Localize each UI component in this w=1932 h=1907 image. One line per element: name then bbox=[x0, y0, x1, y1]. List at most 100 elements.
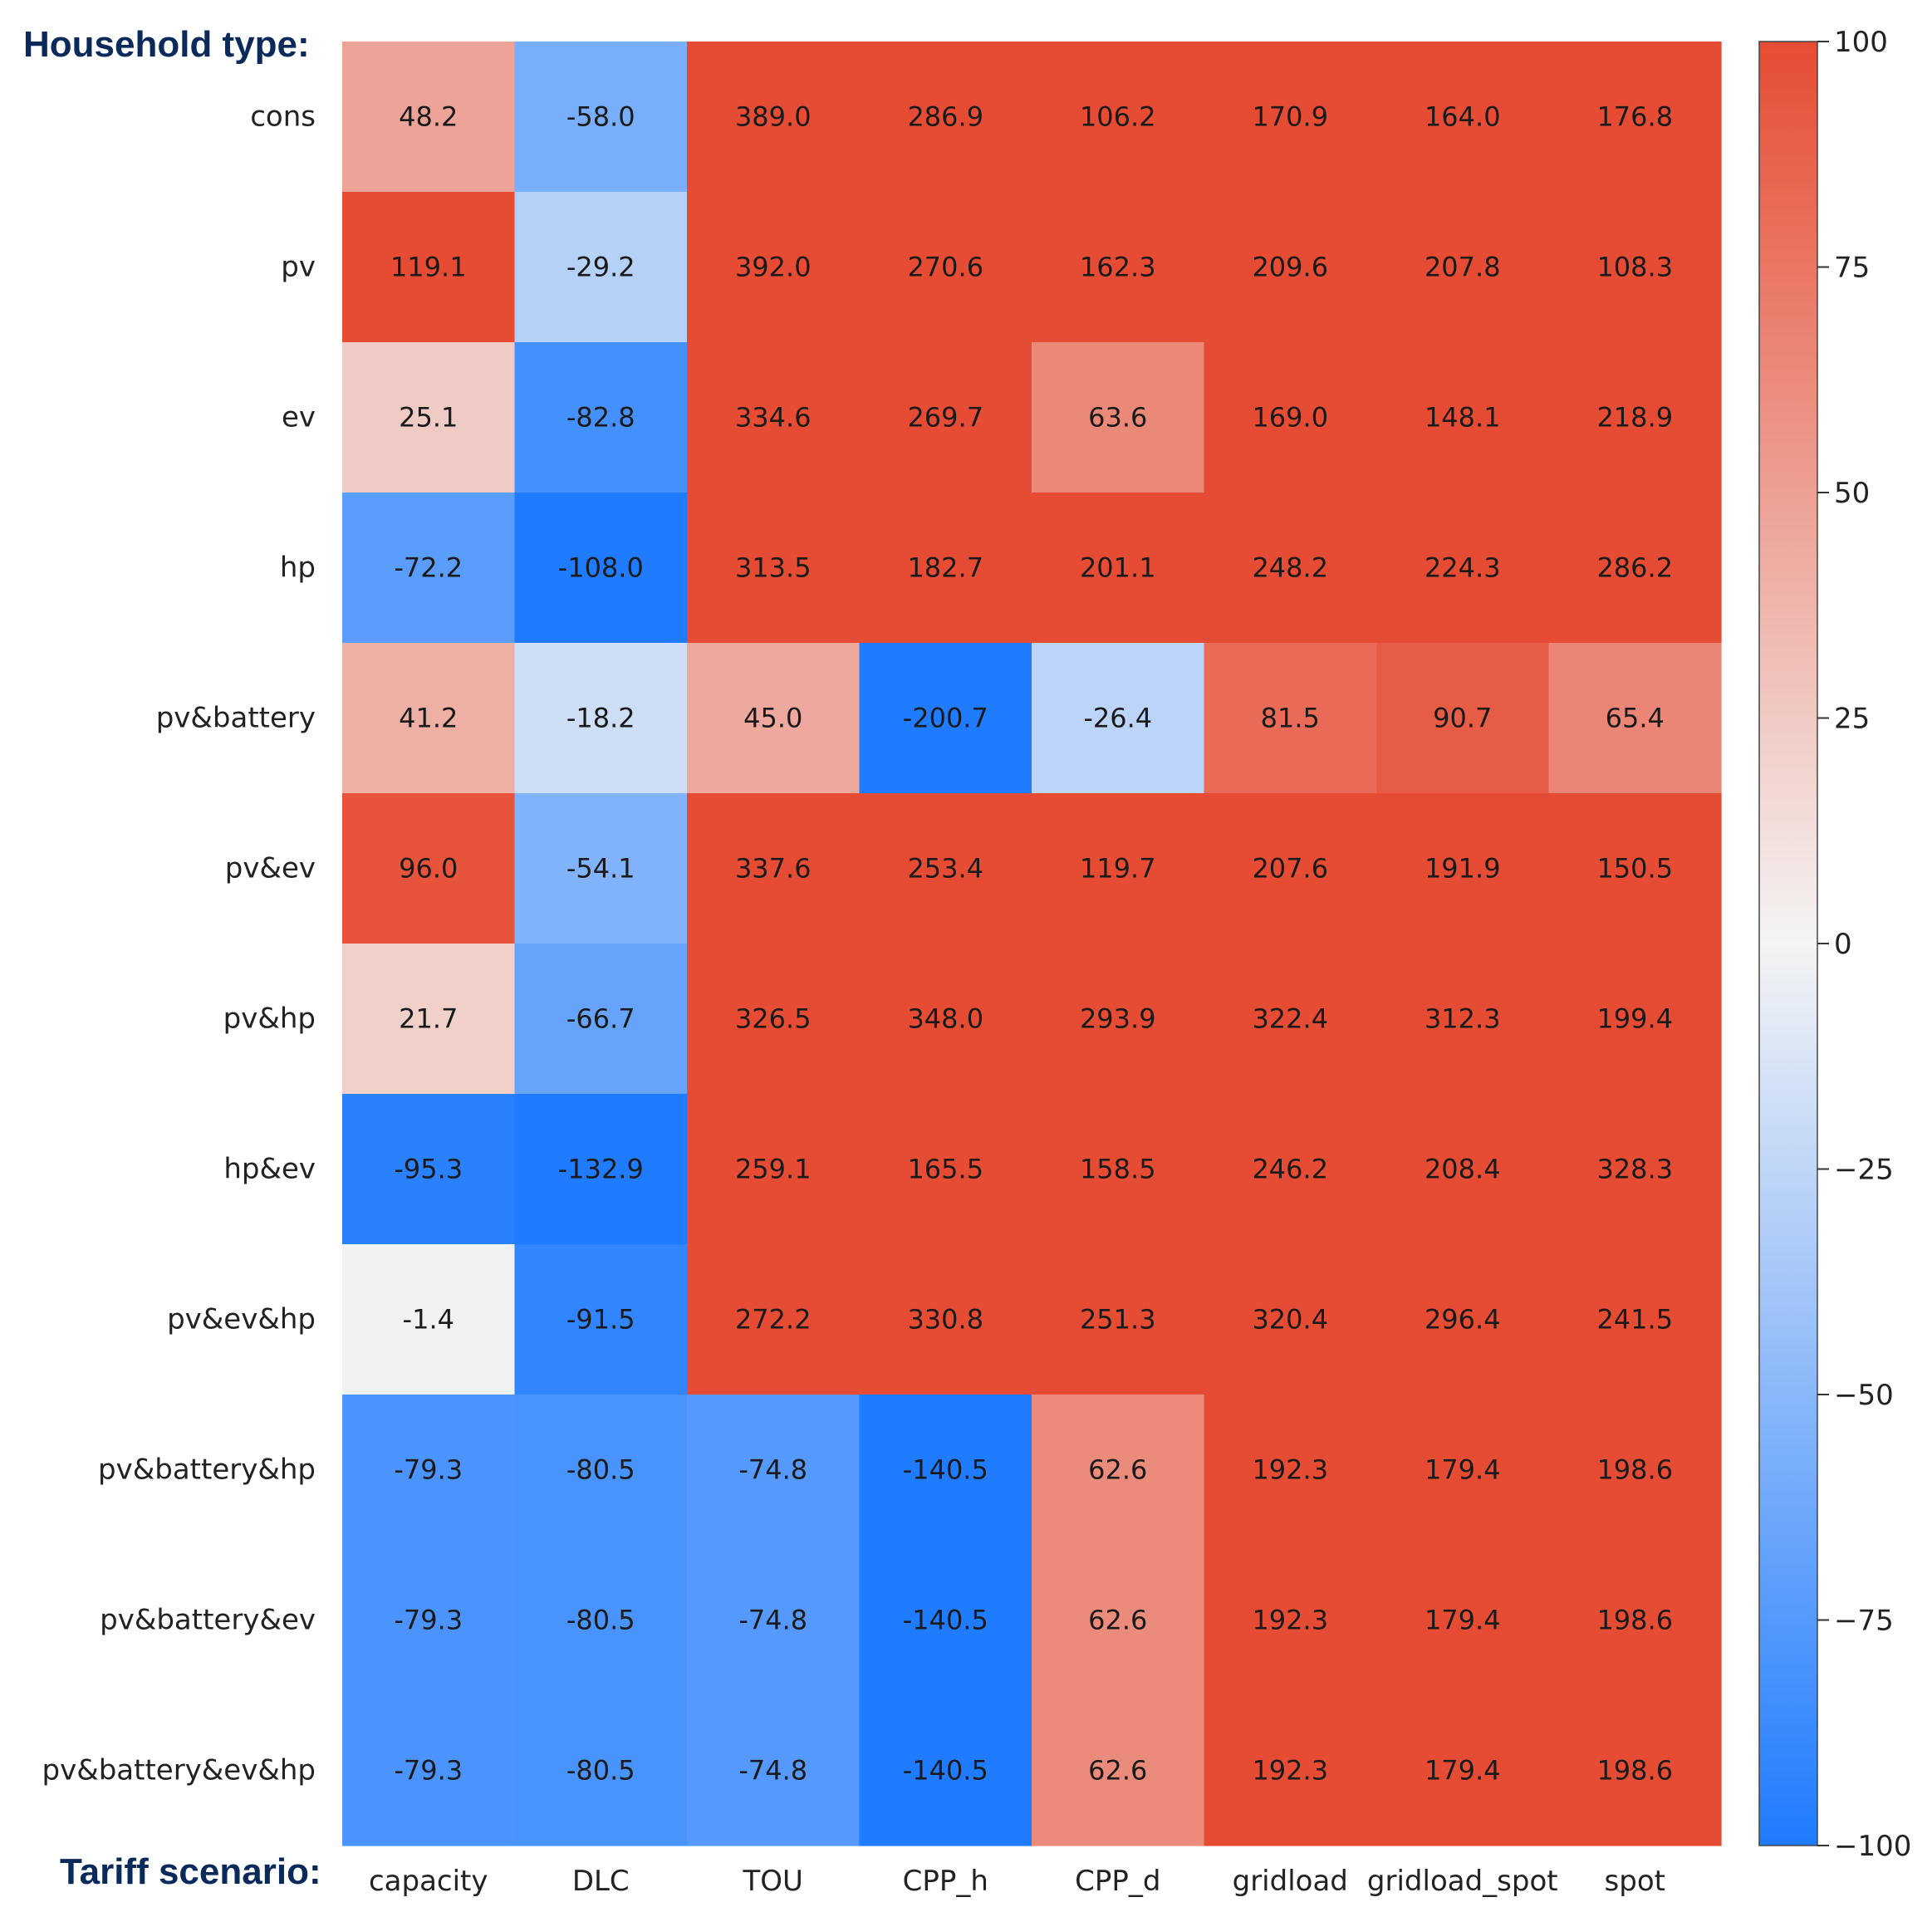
cell-value-label: -79.3 bbox=[394, 1755, 463, 1787]
cell-value-label: 165.5 bbox=[907, 1154, 983, 1185]
cell-value-label: 246.2 bbox=[1252, 1154, 1328, 1185]
cell-value-label: 106.2 bbox=[1080, 101, 1156, 133]
heatmap-cell bbox=[1032, 944, 1205, 1095]
row-label: pv&battery bbox=[156, 702, 316, 735]
cell-value-label: 179.4 bbox=[1424, 1454, 1501, 1486]
cell-value-label: -74.8 bbox=[738, 1755, 807, 1787]
cell-value-label: 296.4 bbox=[1424, 1304, 1501, 1336]
row-label: pv&battery&ev bbox=[100, 1604, 316, 1637]
colorbar-tick-label: 75 bbox=[1834, 252, 1870, 285]
heatmap-cell bbox=[1548, 944, 1722, 1095]
column-label: gridload bbox=[1233, 1865, 1348, 1898]
heatmap-cell bbox=[1204, 1094, 1377, 1245]
cell-value-label: 286.2 bbox=[1596, 552, 1673, 584]
cell-value-label: 63.6 bbox=[1088, 402, 1147, 434]
heatmap-cell bbox=[342, 944, 516, 1095]
heatmap-cell bbox=[1032, 793, 1205, 944]
heatmap-cell bbox=[859, 342, 1032, 493]
cell-value-label: 392.0 bbox=[735, 252, 812, 283]
cell-value-label: 389.0 bbox=[735, 101, 812, 133]
row-label: pv&hp bbox=[223, 1003, 316, 1036]
row-label: hp&ev bbox=[223, 1153, 316, 1186]
cell-value-label: 313.5 bbox=[735, 552, 812, 584]
colorbar-tick-label: 50 bbox=[1834, 477, 1870, 510]
heatmap-cell bbox=[1376, 342, 1550, 493]
cell-value-label: 224.3 bbox=[1424, 552, 1501, 584]
heatmap-cell bbox=[342, 493, 516, 644]
cell-value-label: -58.0 bbox=[566, 101, 635, 133]
cell-value-label: -1.4 bbox=[403, 1304, 454, 1336]
cell-value-label: -29.2 bbox=[566, 252, 635, 283]
cell-value-label: 337.6 bbox=[735, 853, 812, 885]
cell-value-label: 259.1 bbox=[735, 1154, 812, 1185]
heatmap-cell bbox=[859, 793, 1032, 944]
heatmap-cell bbox=[514, 793, 688, 944]
row-label: cons bbox=[250, 100, 316, 134]
cell-value-label: 48.2 bbox=[399, 101, 458, 133]
heatmap-cells: 48.2 -58.0 389.0 286.9 106.2 170.9 164.0 176.8 1… bbox=[342, 42, 1722, 1846]
column-label: TOU bbox=[743, 1865, 803, 1898]
cell-value-label: 164.0 bbox=[1424, 101, 1501, 133]
cell-value-label: 270.6 bbox=[907, 252, 983, 283]
heatmap-cell bbox=[1548, 1244, 1722, 1395]
cell-value-label: 119.1 bbox=[390, 252, 467, 283]
cell-value-label: -54.1 bbox=[566, 853, 635, 885]
heatmap-cell bbox=[1032, 1695, 1205, 1846]
cell-value-label: 150.5 bbox=[1596, 853, 1673, 885]
heatmap-cell bbox=[514, 643, 688, 794]
cell-value-label: 199.4 bbox=[1596, 1003, 1673, 1035]
heatmap-cell bbox=[342, 42, 516, 193]
heatmap-cell bbox=[1376, 643, 1550, 794]
cell-value-label: 320.4 bbox=[1252, 1304, 1328, 1336]
cell-value-label: -140.5 bbox=[903, 1605, 988, 1636]
colorbar-tick-label: −100 bbox=[1834, 1830, 1911, 1863]
heatmap-cell bbox=[342, 1094, 516, 1245]
row-label: pv bbox=[281, 251, 316, 284]
heatmap-cell bbox=[1548, 1545, 1722, 1696]
cell-value-label: 209.6 bbox=[1252, 252, 1328, 283]
heatmap-cell bbox=[342, 1395, 516, 1546]
cell-value-label: 198.6 bbox=[1596, 1454, 1673, 1486]
heatmap-cell bbox=[514, 42, 688, 193]
row-label: ev bbox=[282, 401, 316, 434]
cell-value-label: -80.5 bbox=[566, 1454, 635, 1486]
cell-value-label: -95.3 bbox=[394, 1154, 463, 1185]
heatmap-cell bbox=[1032, 493, 1205, 644]
heatmap-cell bbox=[687, 1545, 861, 1696]
heatmap-cell bbox=[1032, 643, 1205, 794]
cell-value-label: 208.4 bbox=[1424, 1154, 1501, 1185]
colorbar-tick-label: −50 bbox=[1834, 1379, 1894, 1412]
cell-value-label: 322.4 bbox=[1252, 1003, 1328, 1035]
colorbar-tick-label: −25 bbox=[1834, 1154, 1894, 1187]
heatmap-cell bbox=[1032, 192, 1205, 343]
cell-value-label: 96.0 bbox=[399, 853, 458, 885]
cell-value-label: 272.2 bbox=[735, 1304, 812, 1336]
heatmap-cell bbox=[1548, 192, 1722, 343]
heatmap-cell bbox=[514, 1545, 688, 1696]
cell-value-label: 334.6 bbox=[735, 402, 812, 434]
cell-value-label: 108.3 bbox=[1596, 252, 1673, 283]
colorbar-tick-label: 100 bbox=[1834, 26, 1888, 59]
cell-value-label: 293.9 bbox=[1080, 1003, 1156, 1035]
cell-value-label: 269.7 bbox=[907, 402, 983, 434]
heatmap-cell bbox=[859, 42, 1032, 193]
cell-value-label: 21.7 bbox=[399, 1003, 458, 1035]
column-label: CPP_d bbox=[1075, 1865, 1160, 1898]
heatmap-cell bbox=[1204, 42, 1377, 193]
cell-value-label: -82.8 bbox=[566, 402, 635, 434]
heatmap-cell bbox=[859, 1695, 1032, 1846]
heatmap-cell bbox=[1376, 1545, 1550, 1696]
heatmap-cell bbox=[1204, 342, 1377, 493]
heatmap-cell bbox=[687, 192, 861, 343]
heatmap-cell bbox=[1376, 944, 1550, 1095]
cell-value-label: -80.5 bbox=[566, 1605, 635, 1636]
cell-value-label: -66.7 bbox=[566, 1003, 635, 1035]
cell-value-label: 81.5 bbox=[1261, 703, 1320, 734]
heatmap-cell bbox=[1032, 1545, 1205, 1696]
cell-value-label: -74.8 bbox=[738, 1605, 807, 1636]
heatmap-cell bbox=[687, 493, 861, 644]
colorbar-tick-label: 25 bbox=[1834, 703, 1870, 736]
heatmap-cell bbox=[859, 1094, 1032, 1245]
cell-value-label: 179.4 bbox=[1424, 1605, 1501, 1636]
cell-value-label: 198.6 bbox=[1596, 1605, 1673, 1636]
